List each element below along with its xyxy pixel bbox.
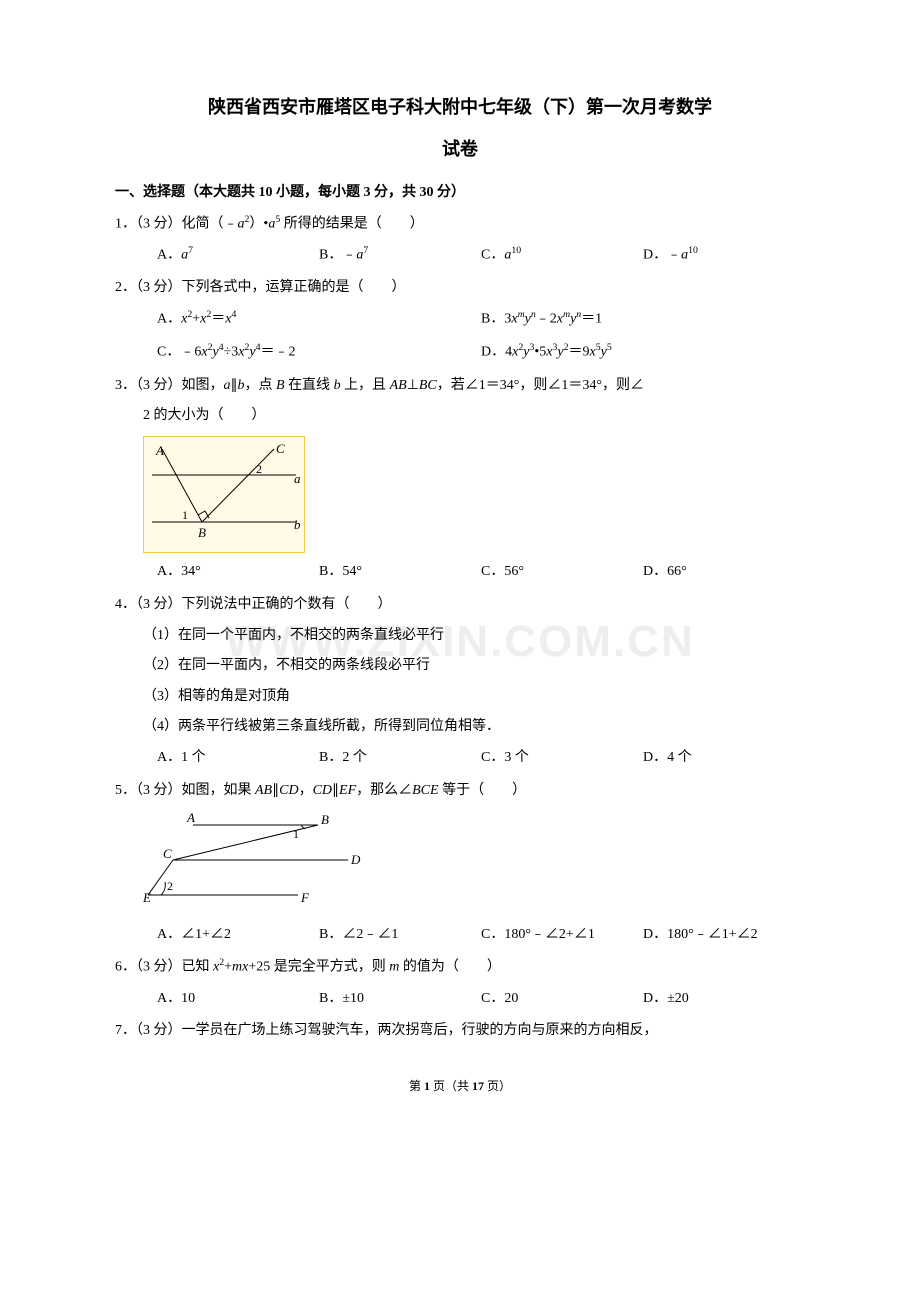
q3-figure-wrap: A C B a b 1 2 — [115, 436, 805, 554]
section-1-header: 一、选择题（本大题共 10 小题，每小题 3 分，共 30 分） — [115, 180, 805, 207]
q3-figure: A C B a b 1 2 — [143, 436, 305, 554]
q4-s4: （4）两条平行线被第三条直线所截，所得到同位角相等． — [115, 714, 805, 741]
question-2: 2．（3 分）下列各式中，运算正确的是（ ） A．x2+x2＝x4 B．3xmy… — [115, 275, 805, 366]
svg-text:C: C — [163, 846, 172, 861]
q4-choice-c: C．3 个 — [481, 745, 643, 772]
q6-choice-c: C．20 — [481, 986, 643, 1013]
q4-choices: A．1 个 B．2 个 C．3 个 D．4 个 — [115, 745, 805, 772]
q2-choice-d: D．4x2y3•5x3y2＝9x5y5 — [481, 339, 805, 366]
q3-choices: A．34° B．54° C．56° D．66° — [115, 559, 805, 586]
q3-choice-a: A．34° — [157, 559, 319, 586]
q1-choice-c: C．a10 — [481, 242, 643, 269]
q5-figure-wrap: A B C D E F 1 2 — [115, 810, 805, 916]
q3-choice-c: C．56° — [481, 559, 643, 586]
q5-choice-d: D．180°﹣∠1+∠2 — [643, 922, 805, 949]
question-6: 6．（3 分）已知 x2+mx+25 是完全平方式，则 m 的值为（ ） A．1… — [115, 954, 805, 1012]
svg-text:D: D — [350, 852, 361, 867]
q1-stem: 1．（3 分）化简（﹣a2）•a5 所得的结果是（ ） — [115, 211, 805, 238]
q1-choice-b: B．﹣a7 — [319, 242, 481, 269]
q2-choice-c: C．﹣6x2y4÷3x2y4＝﹣2 — [157, 339, 481, 366]
q4-stem: 4．（3 分）下列说法中正确的个数有（ ） — [115, 592, 805, 619]
q5-choice-b: B．∠2﹣∠1 — [319, 922, 481, 949]
q6-choice-b: B．±10 — [319, 986, 481, 1013]
page-title: 陕西省西安市雁塔区电子科大附中七年级（下）第一次月考数学 — [115, 90, 805, 124]
q3-choice-d: D．66° — [643, 559, 805, 586]
q2-choice-b: B．3xmyn﹣2xmyn＝1 — [481, 306, 805, 333]
q5-svg: A B C D E F 1 2 — [143, 810, 368, 905]
svg-text:a: a — [294, 471, 301, 486]
q6-choice-d: D．±20 — [643, 986, 805, 1013]
q3-stem-1: 3．（3 分）如图，a∥b，点 B 在直线 b 上，且 AB⊥BC，若∠1＝34… — [115, 373, 805, 400]
q3-svg: A C B a b 1 2 — [144, 437, 304, 542]
q2-choices-row1: A．x2+x2＝x4 B．3xmyn﹣2xmyn＝1 — [115, 306, 805, 333]
q4-s1: （1）在同一个平面内，不相交的两条直线必平行 — [115, 623, 805, 650]
q4-choice-d: D．4 个 — [643, 745, 805, 772]
q2-stem: 2．（3 分）下列各式中，运算正确的是（ ） — [115, 275, 805, 302]
question-7: 7．（3 分）一学员在广场上练习驾驶汽车，两次拐弯后，行驶的方向与原来的方向相反… — [115, 1018, 805, 1045]
question-1: 1．（3 分）化简（﹣a2）•a5 所得的结果是（ ） A．a7 B．﹣a7 C… — [115, 211, 805, 270]
q3-choice-b: B．54° — [319, 559, 481, 586]
svg-text:F: F — [300, 890, 310, 905]
svg-text:A: A — [186, 810, 195, 825]
q5-choice-c: C．180°﹣∠2+∠1 — [481, 922, 643, 949]
svg-text:E: E — [143, 890, 151, 905]
q6-stem: 6．（3 分）已知 x2+mx+25 是完全平方式，则 m 的值为（ ） — [115, 954, 805, 981]
q7-stem: 7．（3 分）一学员在广场上练习驾驶汽车，两次拐弯后，行驶的方向与原来的方向相反… — [115, 1018, 805, 1045]
svg-text:b: b — [294, 517, 301, 532]
svg-text:C: C — [276, 441, 285, 456]
svg-text:2: 2 — [256, 462, 262, 476]
svg-text:1: 1 — [182, 508, 188, 522]
q5-stem: 5．（3 分）如图，如果 AB∥CD，CD∥EF，那么∠BCE 等于（ ） — [115, 778, 805, 805]
page-subtitle: 试卷 — [115, 132, 805, 166]
q2-choice-a: A．x2+x2＝x4 — [157, 306, 481, 333]
q5-choice-a: A．∠1+∠2 — [157, 922, 319, 949]
q5-choices: A．∠1+∠2 B．∠2﹣∠1 C．180°﹣∠2+∠1 D．180°﹣∠1+∠… — [115, 922, 805, 949]
q4-s3: （3）相等的角是对顶角 — [115, 684, 805, 711]
q6-choices: A．10 B．±10 C．20 D．±20 — [115, 986, 805, 1013]
svg-text:2: 2 — [167, 879, 173, 893]
q2-choices-row2: C．﹣6x2y4÷3x2y4＝﹣2 D．4x2y3•5x3y2＝9x5y5 — [115, 339, 805, 366]
svg-text:B: B — [321, 812, 329, 827]
q4-choice-a: A．1 个 — [157, 745, 319, 772]
svg-text:A: A — [155, 443, 164, 458]
question-4: 4．（3 分）下列说法中正确的个数有（ ） （1）在同一个平面内，不相交的两条直… — [115, 592, 805, 772]
q1-choices: A．a7 B．﹣a7 C．a10 D．﹣a10 — [115, 242, 805, 269]
question-3: 3．（3 分）如图，a∥b，点 B 在直线 b 上，且 AB⊥BC，若∠1＝34… — [115, 373, 805, 586]
svg-text:B: B — [198, 525, 206, 540]
q1-choice-a: A．a7 — [157, 242, 319, 269]
q4-s2: （2）在同一平面内，不相交的两条线段必平行 — [115, 653, 805, 680]
svg-text:1: 1 — [293, 827, 299, 841]
q1-choice-d: D．﹣a10 — [643, 242, 805, 269]
page-footer: 第 1 页（共 17 页） — [115, 1075, 805, 1098]
q3-stem-2: 2 的大小为（ ） — [115, 403, 805, 430]
q4-choice-b: B．2 个 — [319, 745, 481, 772]
q6-choice-a: A．10 — [157, 986, 319, 1013]
question-5: 5．（3 分）如图，如果 AB∥CD，CD∥EF，那么∠BCE 等于（ ） A … — [115, 778, 805, 949]
